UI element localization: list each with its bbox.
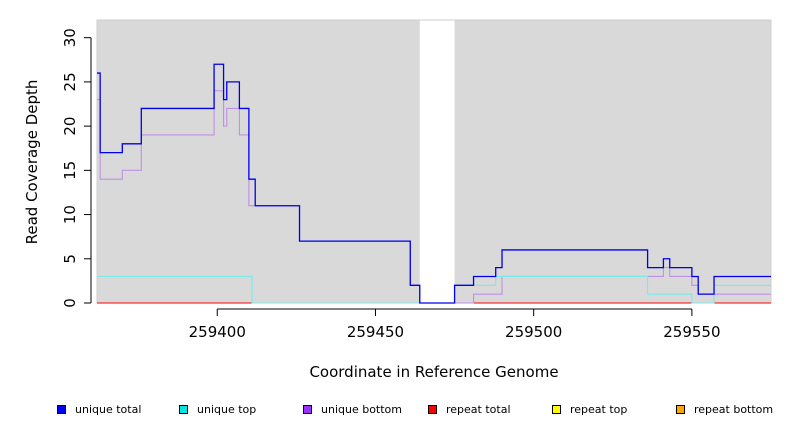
y-tick-label: 25 bbox=[61, 72, 79, 91]
legend-swatch bbox=[552, 404, 561, 414]
legend-label: unique top bbox=[197, 402, 257, 416]
y-tick-label: 30 bbox=[61, 28, 79, 47]
legend-label: repeat bottom bbox=[694, 402, 774, 416]
legend-swatch bbox=[57, 404, 66, 414]
legend-label: repeat total bbox=[446, 402, 511, 416]
legend-label: repeat top bbox=[570, 402, 628, 416]
legend-swatch bbox=[179, 404, 188, 414]
plot-area bbox=[96, 19, 772, 304]
x-tick-label: 259400 bbox=[189, 323, 246, 341]
legend-swatch bbox=[676, 404, 685, 414]
y-tick-label: 15 bbox=[61, 161, 79, 180]
series-layer bbox=[97, 63, 771, 304]
legend-swatch bbox=[428, 404, 437, 414]
plot-background-right bbox=[454, 20, 771, 303]
x-tick-label: 259450 bbox=[347, 323, 404, 341]
y-tick-label: 10 bbox=[61, 205, 79, 224]
y-axis-title: Read Coverage Depth bbox=[23, 80, 41, 245]
x-tick-label: 259550 bbox=[663, 323, 720, 341]
x-tick-label: 259500 bbox=[505, 323, 562, 341]
legend-item-unique-total: unique total bbox=[57, 400, 141, 418]
plot-background-left bbox=[97, 20, 420, 303]
legend-swatch bbox=[303, 404, 312, 414]
legend-item-unique-bottom: unique bottom bbox=[303, 400, 402, 418]
legend-item-unique-top: unique top bbox=[179, 400, 256, 418]
legend-item-repeat-bottom: repeat bottom bbox=[676, 400, 773, 418]
legend-label: unique total bbox=[75, 402, 142, 416]
y-tick-label: 20 bbox=[61, 117, 79, 136]
axes: 0 5 10 15 20 25 30 259400 259450 259500 259550 bbox=[61, 28, 721, 341]
legend-item-repeat-top: repeat top bbox=[552, 400, 627, 418]
legend-label: unique bottom bbox=[321, 402, 403, 416]
y-tick-label: 5 bbox=[61, 254, 79, 264]
legend: unique total unique top unique bottom repea… bbox=[0, 400, 792, 420]
legend-item-repeat-total: repeat total bbox=[428, 400, 511, 418]
x-axis-title: Coordinate in Reference Genome bbox=[309, 363, 558, 381]
series-unique-total-line bbox=[97, 63, 771, 304]
y-tick-label: 0 bbox=[61, 298, 79, 308]
coverage-chart: 0 5 10 15 20 25 30 259400 259450 259500 259550 Coo… bbox=[23, 19, 772, 381]
